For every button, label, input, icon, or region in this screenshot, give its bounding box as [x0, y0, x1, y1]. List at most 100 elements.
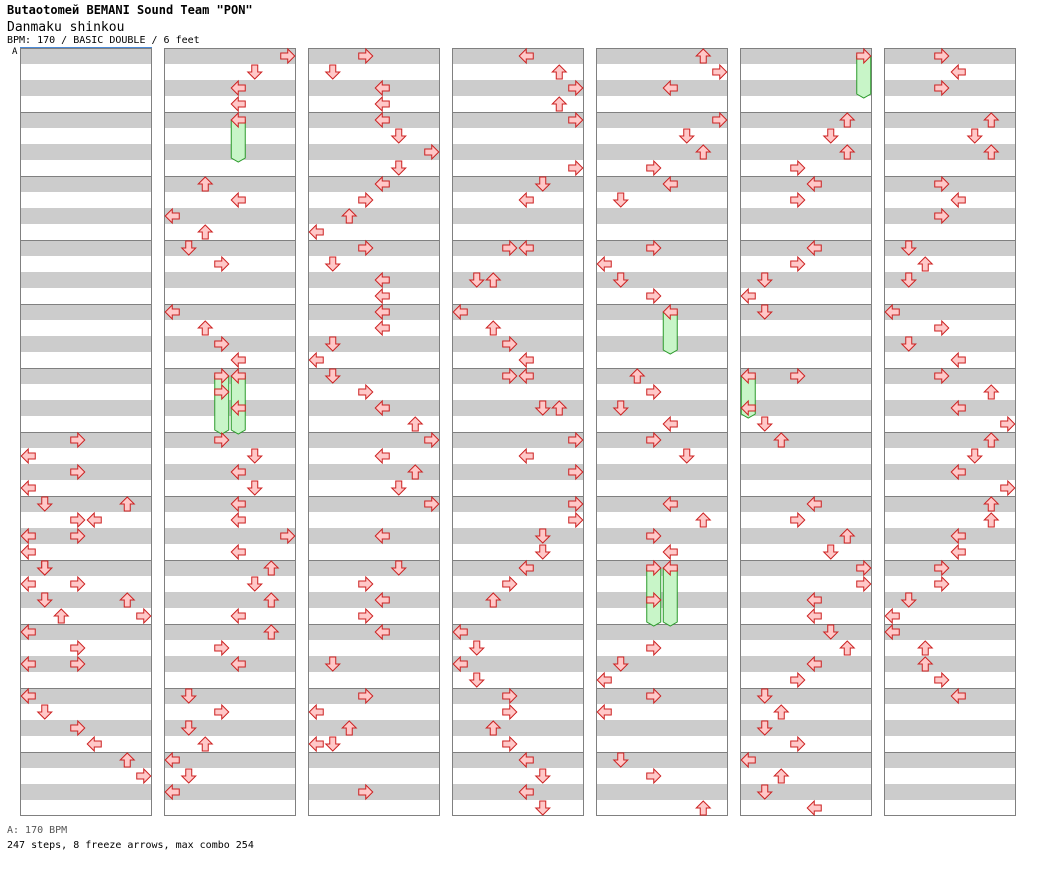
- step-arrow: [324, 64, 341, 80]
- beat-stripe: [164, 432, 296, 448]
- step-arrow: [934, 47, 950, 65]
- beat-stripe: [884, 176, 1016, 192]
- step-arrow: [214, 639, 230, 657]
- beat-stripe: [308, 560, 440, 576]
- step-arrow: [806, 175, 822, 193]
- step-arrow: [485, 272, 502, 288]
- beat-stripe: [740, 672, 872, 688]
- step-arrow: [308, 351, 324, 369]
- step-arrow: [790, 367, 806, 385]
- beat-stripe: [884, 96, 1016, 112]
- beat-stripe: [740, 496, 872, 512]
- step-arrow: [900, 272, 917, 288]
- step-arrow: [678, 448, 695, 464]
- beat-stripe: [596, 128, 728, 144]
- beat-stripe: [740, 96, 872, 112]
- beat-stripe: [308, 80, 440, 96]
- beat-stripe: [308, 288, 440, 304]
- step-arrow: [740, 399, 756, 417]
- beat-stripe: [452, 368, 584, 384]
- step-arrow: [20, 623, 36, 641]
- chart-column: [884, 47, 1016, 816]
- beat-stripe: [452, 624, 584, 640]
- beat-stripe: [452, 64, 584, 80]
- step-arrow: [324, 736, 341, 752]
- beat-stripe: [596, 256, 728, 272]
- step-arrow: [612, 400, 629, 416]
- step-arrow: [646, 527, 662, 545]
- beat-stripe: [20, 720, 152, 736]
- step-arrow: [1000, 415, 1016, 433]
- column-border: [452, 48, 584, 816]
- beat-stripe: [20, 640, 152, 656]
- step-arrow: [917, 656, 934, 672]
- beat-stripe: [596, 704, 728, 720]
- step-arrow: [518, 751, 534, 769]
- step-arrow: [712, 63, 728, 81]
- step-arrow: [612, 192, 629, 208]
- step-arrow: [214, 703, 230, 721]
- step-arrow: [246, 480, 263, 496]
- step-arrow: [374, 319, 390, 337]
- step-arrow: [740, 367, 756, 385]
- step-arrow: [502, 367, 518, 385]
- beat-stripe: [20, 784, 152, 800]
- beat-stripe: [740, 448, 872, 464]
- column-border: [884, 48, 1016, 816]
- step-arrow: [839, 528, 856, 544]
- beat-stripe: [596, 384, 728, 400]
- step-arrow: [646, 239, 662, 257]
- step-arrow: [884, 303, 900, 321]
- beat-stripe: [308, 768, 440, 784]
- step-arrow: [612, 656, 629, 672]
- beat-stripe: [308, 224, 440, 240]
- step-arrow: [983, 144, 1000, 160]
- beat-stripe: [884, 320, 1016, 336]
- beat-stripe: [20, 208, 152, 224]
- beat-stripe: [308, 704, 440, 720]
- step-arrow: [534, 768, 551, 784]
- beat-stripe: [596, 464, 728, 480]
- beat-stripe: [20, 736, 152, 752]
- beat-stripe: [740, 80, 872, 96]
- beat-stripe: [452, 768, 584, 784]
- beat-stripe: [308, 608, 440, 624]
- beat-stripe: [596, 640, 728, 656]
- beat-stripe: [740, 704, 872, 720]
- step-arrow: [452, 623, 468, 641]
- step-arrow: [230, 399, 246, 417]
- beat-stripe: [596, 208, 728, 224]
- step-arrow: [485, 320, 502, 336]
- beat-stripe: [884, 64, 1016, 80]
- beat-stripe: [20, 560, 152, 576]
- step-arrow: [856, 559, 872, 577]
- beat-stripe: [308, 496, 440, 512]
- beat-stripe: [740, 480, 872, 496]
- step-arrow: [230, 495, 246, 513]
- step-arrow: [695, 48, 712, 64]
- beat-stripe: [164, 80, 296, 96]
- beat-stripe: [452, 592, 584, 608]
- beat-stripe: [452, 640, 584, 656]
- step-arrow: [86, 735, 102, 753]
- beat-stripe: [884, 528, 1016, 544]
- beat-stripe: [20, 432, 152, 448]
- step-arrow: [263, 560, 280, 576]
- step-arrow: [86, 511, 102, 529]
- beat-stripe: [164, 112, 296, 128]
- step-arrow: [230, 95, 246, 113]
- beat-stripe: [452, 192, 584, 208]
- step-arrow: [390, 128, 407, 144]
- step-arrow: [646, 159, 662, 177]
- step-arrow: [917, 640, 934, 656]
- beat-stripe: [452, 528, 584, 544]
- beat-stripe: [452, 352, 584, 368]
- step-arrow: [695, 800, 712, 816]
- chart-column: [164, 47, 296, 816]
- column-border: [20, 48, 152, 816]
- step-arrow: [662, 303, 678, 321]
- beat-stripe: [452, 736, 584, 752]
- step-arrow: [518, 447, 534, 465]
- step-arrow: [502, 575, 518, 593]
- beat-stripe: [452, 512, 584, 528]
